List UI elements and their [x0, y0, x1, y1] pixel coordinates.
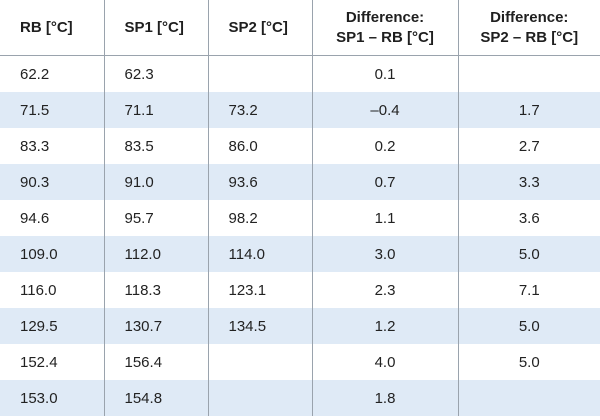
cell-rb: 153.0 — [0, 380, 105, 416]
header-row: RB [°C] SP1 [°C] SP2 [°C] Difference: SP… — [0, 0, 600, 56]
cell-diff-sp1-rb: 0.2 — [312, 128, 459, 164]
table-row: 153.0 154.8 1.8 — [0, 380, 600, 416]
cell-diff-sp1-rb: 1.1 — [312, 200, 459, 236]
table-row: 152.4 156.4 4.0 5.0 — [0, 344, 600, 380]
cell-sp1: 83.5 — [104, 128, 209, 164]
cell-sp1: 154.8 — [104, 380, 209, 416]
table-row: 83.3 83.5 86.0 0.2 2.7 — [0, 128, 600, 164]
cell-sp2: 98.2 — [208, 200, 313, 236]
table-row: 109.0 112.0 114.0 3.0 5.0 — [0, 236, 600, 272]
table-row: 90.3 91.0 93.6 0.7 3.3 — [0, 164, 600, 200]
cell-diff-sp2-rb: 5.0 — [458, 344, 600, 380]
cell-sp2: 134.5 — [208, 308, 313, 344]
table-body: 62.2 62.3 0.1 71.5 71.1 73.2 –0.4 1.7 83.3 83.5 86… — [0, 55, 600, 416]
cell-diff-sp2-rb: 3.6 — [458, 200, 600, 236]
cell-sp1: 95.7 — [104, 200, 209, 236]
table-header: RB [°C] SP1 [°C] SP2 [°C] Difference: SP… — [0, 0, 600, 56]
header-rb: RB [°C] — [0, 0, 105, 56]
cell-sp2: 86.0 — [208, 128, 313, 164]
cell-sp1: 91.0 — [104, 164, 209, 200]
cell-diff-sp2-rb — [458, 380, 600, 416]
cell-sp1: 71.1 — [104, 92, 209, 128]
table-row: 71.5 71.1 73.2 –0.4 1.7 — [0, 92, 600, 128]
cell-rb: 94.6 — [0, 200, 105, 236]
cell-rb: 109.0 — [0, 236, 105, 272]
cell-diff-sp2-rb: 3.3 — [458, 164, 600, 200]
cell-diff-sp1-rb: 0.1 — [312, 55, 459, 92]
table-row: 129.5 130.7 134.5 1.2 5.0 — [0, 308, 600, 344]
cell-diff-sp2-rb: 2.7 — [458, 128, 600, 164]
cell-sp1: 130.7 — [104, 308, 209, 344]
cell-rb: 83.3 — [0, 128, 105, 164]
header-sp2: SP2 [°C] — [208, 0, 313, 56]
cell-diff-sp1-rb: 2.3 — [312, 272, 459, 308]
cell-sp1: 156.4 — [104, 344, 209, 380]
cell-diff-sp1-rb: –0.4 — [312, 92, 459, 128]
cell-rb: 90.3 — [0, 164, 105, 200]
cell-sp2 — [208, 55, 313, 92]
cell-rb: 116.0 — [0, 272, 105, 308]
cell-diff-sp2-rb — [458, 55, 600, 92]
header-diff-sp1-rb: Difference: SP1 – RB [°C] — [312, 0, 459, 56]
cell-sp2: 93.6 — [208, 164, 313, 200]
cell-sp2 — [208, 344, 313, 380]
header-sp1: SP1 [°C] — [104, 0, 209, 56]
cell-diff-sp1-rb: 3.0 — [312, 236, 459, 272]
cell-sp1: 112.0 — [104, 236, 209, 272]
cell-diff-sp1-rb: 0.7 — [312, 164, 459, 200]
cell-rb: 71.5 — [0, 92, 105, 128]
cell-diff-sp2-rb: 5.0 — [458, 236, 600, 272]
cell-sp2: 114.0 — [208, 236, 313, 272]
cell-rb: 152.4 — [0, 344, 105, 380]
cell-sp2 — [208, 380, 313, 416]
header-diff-sp2-rb: Difference: SP2 – RB [°C] — [458, 0, 600, 56]
cell-sp1: 118.3 — [104, 272, 209, 308]
cell-sp2: 73.2 — [208, 92, 313, 128]
cell-diff-sp1-rb: 1.8 — [312, 380, 459, 416]
cell-sp1: 62.3 — [104, 55, 209, 92]
table-row: 94.6 95.7 98.2 1.1 3.6 — [0, 200, 600, 236]
cell-rb: 129.5 — [0, 308, 105, 344]
cell-rb: 62.2 — [0, 55, 105, 92]
table-row: 116.0 118.3 123.1 2.3 7.1 — [0, 272, 600, 308]
cell-diff-sp2-rb: 7.1 — [458, 272, 600, 308]
cell-diff-sp2-rb: 1.7 — [458, 92, 600, 128]
cell-diff-sp1-rb: 4.0 — [312, 344, 459, 380]
table-row: 62.2 62.3 0.1 — [0, 55, 600, 92]
cell-sp2: 123.1 — [208, 272, 313, 308]
cell-diff-sp2-rb: 5.0 — [458, 308, 600, 344]
cell-diff-sp1-rb: 1.2 — [312, 308, 459, 344]
